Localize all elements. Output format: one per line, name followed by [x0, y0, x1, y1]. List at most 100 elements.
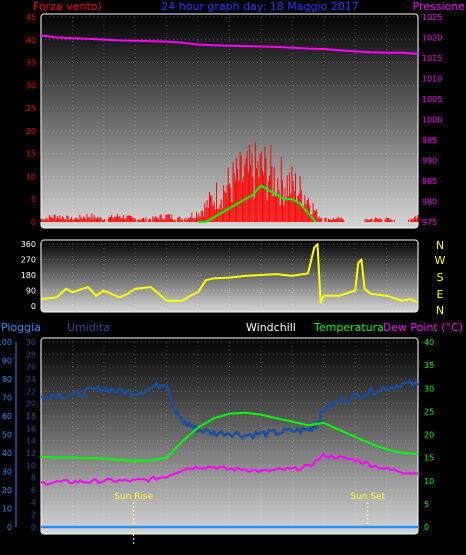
- pressure-y-tick-1025: 1025: [422, 13, 442, 22]
- p1-x-tick-04: 04: [98, 228, 110, 238]
- p3-x-tick-06: 06: [130, 537, 142, 547]
- pioggia-y-tick-80: 80: [2, 375, 12, 384]
- p3-x-tick-00: 00: [412, 537, 424, 547]
- p3-x-tick-22: 22: [381, 537, 392, 547]
- direction-line: [40, 243, 419, 304]
- wind-y-tick-25: 25: [26, 104, 36, 113]
- wind-pressure-plot: [40, 13, 419, 229]
- umidita-y-tick-4: 4: [31, 498, 36, 507]
- dir-label-e: E: [437, 288, 444, 301]
- dir-y-tick-90: 90: [26, 287, 36, 296]
- pioggia-y-tick-50: 50: [2, 431, 12, 440]
- dir-y-tick-360: 360: [21, 240, 36, 249]
- dewpoint-line: [40, 452, 419, 486]
- umidita-y-tick-28: 28: [26, 350, 36, 359]
- pressure-y-tick-980: 980: [422, 198, 437, 207]
- umidita-y-tick-22: 22: [26, 387, 36, 396]
- wind-axis-label: Forza vento): [33, 0, 102, 13]
- umidita-y-tick-10: 10: [26, 461, 36, 470]
- wind-y-tick-10: 10: [26, 172, 36, 181]
- sunset-label: Sun Set: [350, 492, 385, 502]
- pressure-y-tick-995: 995: [422, 136, 437, 145]
- temp-y-tick-5: 5: [424, 500, 429, 509]
- umidita-y-tick-26: 26: [26, 363, 36, 372]
- pressure-y-tick-990: 990: [422, 157, 437, 166]
- pressure-y-tick-1000: 1000: [422, 116, 442, 125]
- pioggia-y-tick-0: 0: [7, 523, 12, 532]
- p1-x-tick-06: 06: [130, 228, 142, 238]
- pressure-y-tick-1005: 1005: [422, 95, 442, 104]
- temp-y-tick-0: 0: [424, 523, 429, 532]
- dir-label-w: W: [435, 254, 446, 267]
- umidita-y-tick-6: 6: [31, 486, 36, 495]
- temp-y-tick-35: 35: [424, 361, 434, 370]
- umidita-y-tick-14: 14: [26, 437, 36, 446]
- pressure-y-tick-1015: 1015: [422, 54, 442, 63]
- umidita-y-tick-0: 0: [31, 523, 36, 532]
- legend-windchill: Windchill: [246, 321, 296, 334]
- pressure-y-tick-985: 985: [422, 177, 437, 186]
- wind-y-tick-5: 5: [31, 195, 36, 204]
- wind-y-tick-45: 45: [26, 13, 36, 22]
- p3-x-tick-18: 18: [318, 537, 330, 547]
- legend-pioggia: Pioggia: [1, 321, 41, 334]
- weather-plot: [40, 337, 419, 535]
- pioggia-y-tick-40: 40: [2, 449, 12, 458]
- p1-x-tick-00: 00: [412, 228, 424, 238]
- legend-dewpoint: Dew Point (°C): [383, 321, 463, 334]
- pioggia-y-tick-10: 10: [2, 505, 12, 514]
- p3-x-tick-16: 16: [287, 537, 299, 547]
- wind-y-tick-15: 15: [26, 150, 36, 159]
- dir-y-tick-0: 0: [31, 302, 36, 311]
- p1-x-tick-16: 16: [287, 228, 299, 238]
- p1-x-tick-18: 18: [318, 228, 330, 238]
- p3-x-tick-20: 20: [349, 537, 361, 547]
- temp-y-tick-15: 15: [424, 454, 434, 463]
- pressure-y-tick-1020: 1020: [422, 34, 442, 43]
- pioggia-y-tick-100: 100: [0, 338, 12, 347]
- umidita-y-tick-24: 24: [26, 375, 36, 384]
- chart-title: 24 hour graph day: 18 Maggio 2017: [161, 0, 358, 13]
- p3-x-tick-04: 04: [98, 537, 110, 547]
- p1-x-tick-12: 12: [224, 228, 235, 238]
- pressure-y-tick-1010: 1010: [422, 75, 442, 84]
- umidita-y-tick-12: 12: [26, 449, 36, 458]
- temp-y-tick-10: 10: [424, 477, 434, 486]
- p3-x-tick-14: 14: [255, 537, 267, 547]
- umidita-y-tick-8: 8: [31, 474, 36, 483]
- temp-y-tick-20: 20: [424, 431, 434, 440]
- p3-x-tick-02: 02: [67, 537, 78, 547]
- dir-label-s: S: [437, 271, 444, 284]
- humidity-line: [40, 379, 419, 440]
- umidita-y-tick-2: 2: [31, 511, 36, 520]
- umidita-y-tick-16: 16: [26, 424, 36, 433]
- p1-x-tick-20: 20: [349, 228, 361, 238]
- pioggia-y-tick-20: 20: [2, 486, 12, 495]
- p3-x-tick-12: 12: [224, 537, 235, 547]
- pressure-y-tick-975: 975: [422, 218, 437, 227]
- pioggia-y-tick-60: 60: [2, 412, 12, 421]
- p1-x-tick-02: 02: [67, 228, 78, 238]
- temp-y-tick-30: 30: [424, 384, 434, 393]
- p1-x-tick-14: 14: [255, 228, 267, 238]
- sunrise-label: Sun Rise: [114, 492, 153, 502]
- dir-y-tick-270: 270: [21, 256, 36, 265]
- dir-label-n-bottom: N: [436, 304, 444, 317]
- dir-label-n-top: N: [436, 239, 444, 252]
- legend-temperatura: Temperatura: [313, 321, 384, 334]
- wind-y-tick-40: 40: [26, 36, 36, 45]
- p1-x-tick-10: 10: [192, 228, 204, 238]
- wind-y-tick-20: 20: [26, 127, 36, 136]
- pioggia-y-tick-90: 90: [2, 357, 12, 366]
- wind-y-tick-30: 30: [26, 81, 36, 90]
- p3-x-tick-08: 08: [161, 537, 173, 547]
- dir-y-tick-180: 180: [21, 271, 36, 280]
- umidita-y-tick-18: 18: [26, 412, 36, 421]
- umidita-y-tick-20: 20: [26, 400, 36, 409]
- wind-direction-plot: [40, 239, 419, 313]
- pressure-axis-label: Pressione: [413, 0, 466, 13]
- p1-x-tick-22: 22: [381, 228, 392, 238]
- wind-y-tick-35: 35: [26, 59, 36, 68]
- temp-y-tick-40: 40: [424, 338, 434, 347]
